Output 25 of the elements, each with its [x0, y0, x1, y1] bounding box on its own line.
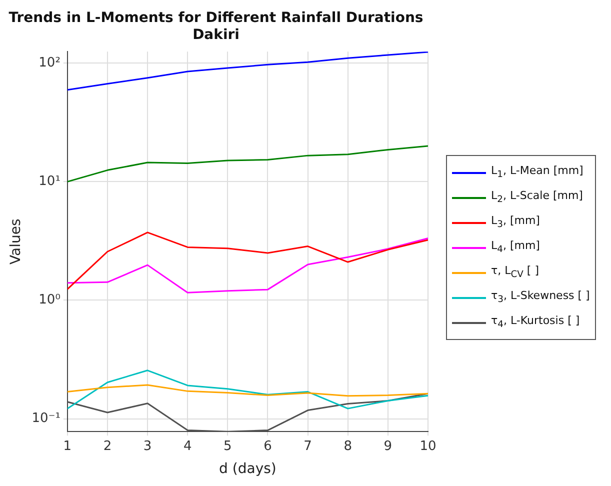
- x-tick-label: 9: [384, 438, 392, 454]
- y-tick-label: 10¹: [38, 174, 60, 190]
- x-tick-label: 8: [344, 438, 352, 454]
- x-tick-label: 5: [224, 438, 232, 454]
- legend-label: L$_{2}$, L-Scale [mm]: [491, 189, 583, 206]
- x-tick-label: 1: [63, 438, 72, 454]
- x-tick-label: 6: [264, 438, 272, 454]
- legend-label: τ$_{3}$, L-Skewness [ ]: [491, 289, 590, 306]
- legend-label: L$_{1}$, L-Mean [mm]: [491, 164, 584, 181]
- x-tick-label: 3: [143, 438, 152, 454]
- y-axis-title: Values: [8, 218, 24, 264]
- x-axis-title: d (days): [219, 461, 276, 478]
- legend-label: L$_{3}$, [mm]: [491, 214, 540, 231]
- legend-label: L$_{4}$, [mm]: [491, 239, 540, 256]
- y-tick-label: 10⁰: [38, 292, 60, 308]
- y-tick-label: 10⁻¹: [32, 411, 60, 426]
- x-tick-label: 2: [103, 438, 112, 454]
- legend-label: τ$_{4}$, L-Kurtosis [ ]: [491, 314, 580, 331]
- x-tick-label: 10: [420, 438, 436, 454]
- chart-subtitle: Dakiri: [192, 26, 240, 43]
- y-tick-label: 10²: [38, 55, 60, 70]
- legend-label: τ, L$_{CV}$ [ ]: [491, 264, 539, 281]
- x-tick-label: 4: [183, 438, 192, 454]
- chart-title: Trends in L-Moments for Different Rainfall Durations: [8, 10, 424, 26]
- x-tick-label: 7: [304, 438, 312, 454]
